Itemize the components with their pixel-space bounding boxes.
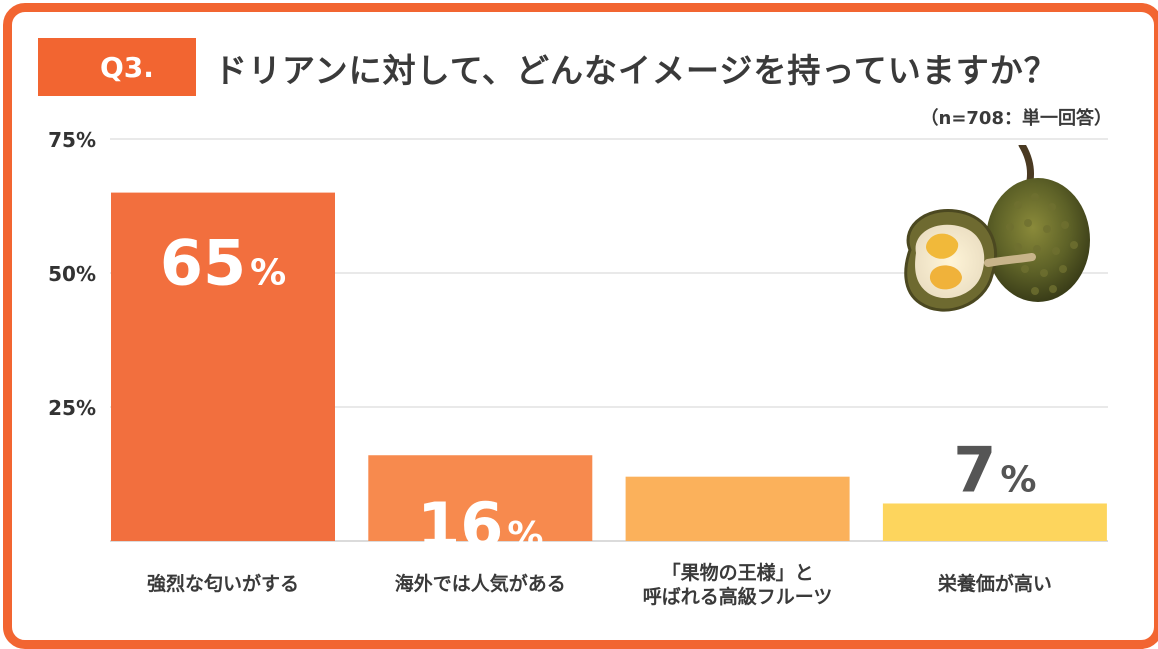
y-tick-label: 25% (48, 396, 96, 420)
x-tick-label: 海外では人気がある (394, 573, 566, 595)
x-tick-label: 強烈な匂いがする (146, 573, 299, 595)
data-label: 12% (674, 407, 800, 480)
bar (111, 192, 335, 541)
x-tick-label: 「果物の王様」と 呼ばれる高級フルーツ (642, 562, 833, 608)
y-tick-label: 75% (48, 128, 96, 152)
data-label: 16% (417, 489, 543, 562)
bar (368, 455, 593, 541)
durian-fruit-icon (904, 145, 1090, 312)
x-tick-label: 栄養価が高い (937, 573, 1052, 595)
sample-note: （n=708：単一回答） (920, 108, 1112, 129)
bar (882, 503, 1107, 541)
data-label: 65% (160, 227, 286, 300)
data-label: 7% (953, 433, 1036, 506)
y-tick-label: 50% (48, 262, 96, 286)
question-badge: Q3. (38, 38, 196, 96)
question-number: Q3. (100, 50, 154, 84)
question-title: ドリアンに対して、どんなイメージを持っていますか？ (214, 51, 1058, 90)
bar (625, 476, 850, 541)
